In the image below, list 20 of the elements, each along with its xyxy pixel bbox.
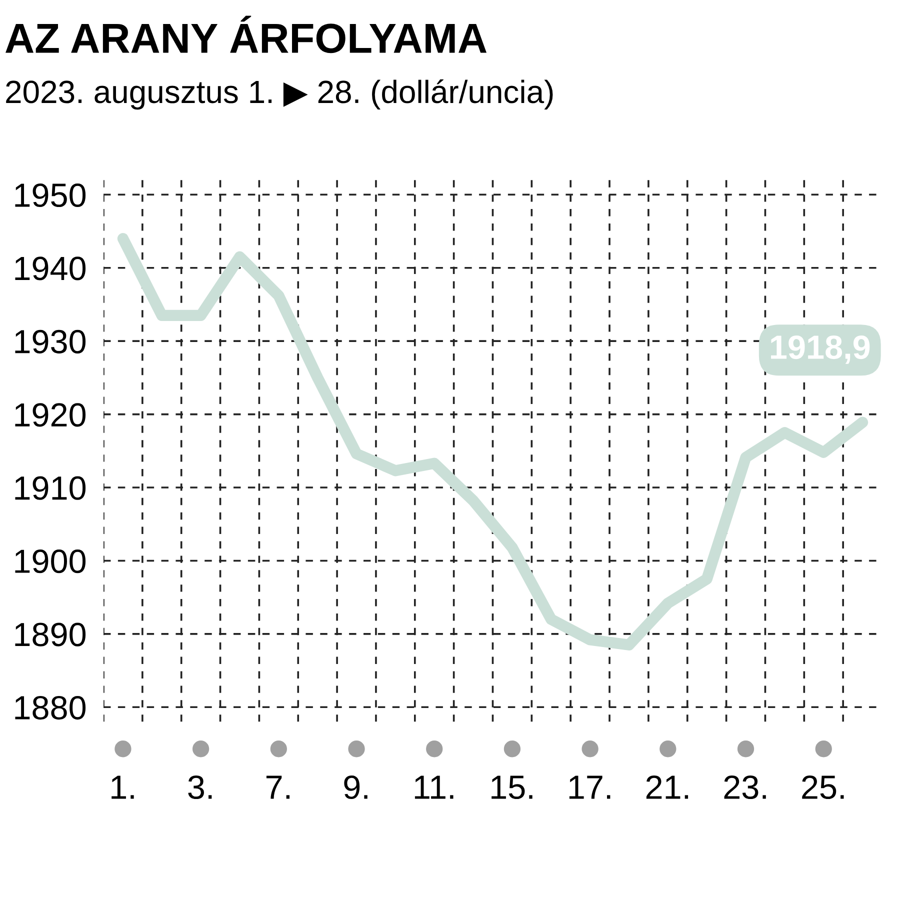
y-tick-label: 1900 — [15, 550, 86, 574]
y-tick-label: 1920 — [15, 403, 86, 427]
y-tick-label: 1930 — [15, 330, 86, 354]
y-tick-label: 1950 — [15, 183, 86, 208]
x-tick-label: 7. — [266, 776, 290, 799]
chart-title: AZ ARANY ÁRFOLYAMA — [6, 16, 487, 54]
y-tick-label: 1890 — [15, 622, 86, 646]
x-tick-label: 17. — [569, 776, 610, 799]
y-tick-label: 1940 — [15, 256, 86, 280]
y-tick-label: 1910 — [15, 476, 86, 500]
y-tick-label: 1880 — [15, 696, 86, 720]
x-tick-label: 1. — [112, 776, 134, 799]
x-tick-label: 3. — [188, 775, 212, 800]
x-tick-label: 25. — [802, 775, 844, 800]
x-tick-label: 11. — [414, 776, 454, 799]
x-tick-label: 23. — [724, 775, 766, 800]
chart-subtitle: 2023. augusztus 1. ▶ 28. (dollár/uncia) — [6, 79, 553, 110]
x-tick-label: 9. — [344, 775, 368, 800]
x-tick-label: 21. — [646, 775, 688, 799]
x-tick-label: 15. — [492, 776, 532, 800]
